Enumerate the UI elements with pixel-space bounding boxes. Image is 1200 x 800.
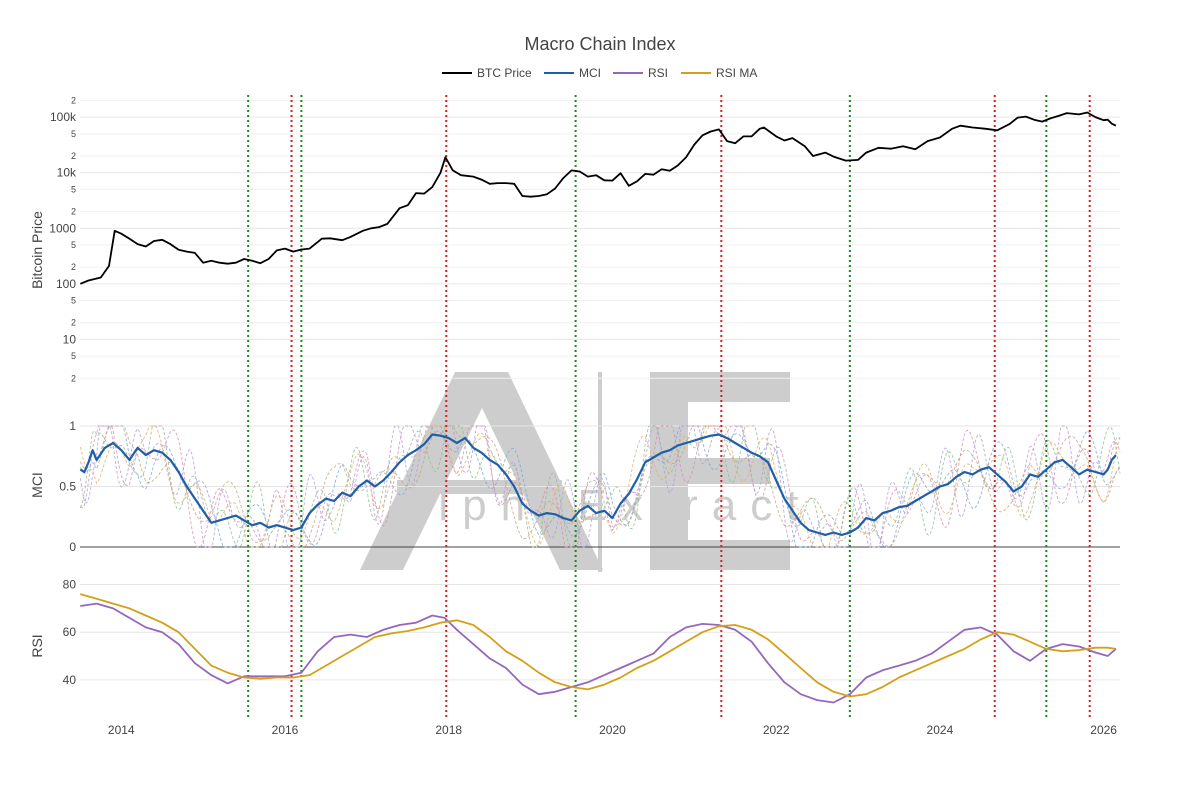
y-axis-title-mci: MCI [29,472,45,498]
y-tick-label-price-minor: 2 [71,207,76,217]
legend-label-rsi-ma: RSI MA [716,66,757,80]
y-tick-label-mci: 0.5 [59,480,76,494]
y-tick-label-price: 10k [57,166,77,180]
mci-component-line [79,425,1121,548]
y-tick-label-price-minor: 5 [71,240,76,250]
y-tick-label-price-minor: 2 [71,151,76,161]
legend-label-mci: MCI [579,66,601,80]
y-tick-label-rsi: 80 [63,578,77,592]
chart-title: Macro Chain Index [524,34,675,54]
y-tick-label-rsi: 60 [63,625,77,639]
y-tick-label-price-minor: 2 [71,373,76,383]
y-tick-label-mci: 0 [69,540,76,554]
mci-component-line [79,425,1121,548]
y-tick-label-price: 1000 [49,221,76,235]
series-line-btc-price [79,111,1117,285]
gridlines [80,99,1120,681]
y-axis-title-rsi: RSI [29,634,45,657]
x-tick-label: 2016 [272,723,299,737]
axis-ticks: 10 100 1000 10k 100k 2 5 2 5 2 5 2 5 2 5 2 0 0.5 1 40 60 80 20… [49,95,1117,737]
y-tick-label-rsi: 40 [63,673,77,687]
y-tick-label-price-minor: 5 [71,296,76,306]
mci-component-line [80,425,1121,548]
y-tick-label-price-minor: 2 [71,318,76,328]
mci-component-line [79,425,1121,548]
x-tick-label: 2026 [1090,723,1117,737]
y-tick-label-price: 100k [50,110,77,124]
x-tick-label: 2022 [763,723,790,737]
legend: BTC Price MCI RSI RSI MA [442,66,757,80]
series-line-mci [79,433,1117,536]
y-tick-label-price: 10 [63,332,77,346]
y-tick-label-price-minor: 2 [71,95,76,105]
series-line-rsi-ma [80,593,1117,698]
legend-label-btc-price: BTC Price [477,66,532,80]
y-tick-label-price-minor: 5 [71,184,76,194]
series-line-rsi [80,602,1117,704]
mci-component-line [79,425,1121,548]
y-tick-label-price-minor: 5 [71,129,76,139]
y-tick-label-price: 100 [56,277,76,291]
y-tick-label-price-minor: 5 [71,351,76,361]
legend-item-mci[interactable]: MCI [544,66,601,80]
legend-item-rsi[interactable]: RSI [613,66,668,80]
watermark-text: AlphaExtract [395,481,812,530]
y-tick-label-price-minor: 2 [71,262,76,272]
mci-component-line [79,425,1121,548]
legend-item-rsi-ma[interactable]: RSI MA [681,66,757,80]
series-lines [79,111,1117,704]
x-tick-label: 2014 [108,723,135,737]
y-tick-label-mci: 1 [69,419,76,433]
cycle-marker-lines [247,95,1091,718]
legend-item-btc-price[interactable]: BTC Price [442,66,532,80]
mci-component-lines [79,425,1121,548]
x-tick-label: 2024 [927,723,954,737]
x-tick-label: 2020 [599,723,626,737]
x-tick-label: 2018 [435,723,462,737]
y-axis-title-price: Bitcoin Price [29,211,45,289]
legend-label-rsi: RSI [648,66,668,80]
